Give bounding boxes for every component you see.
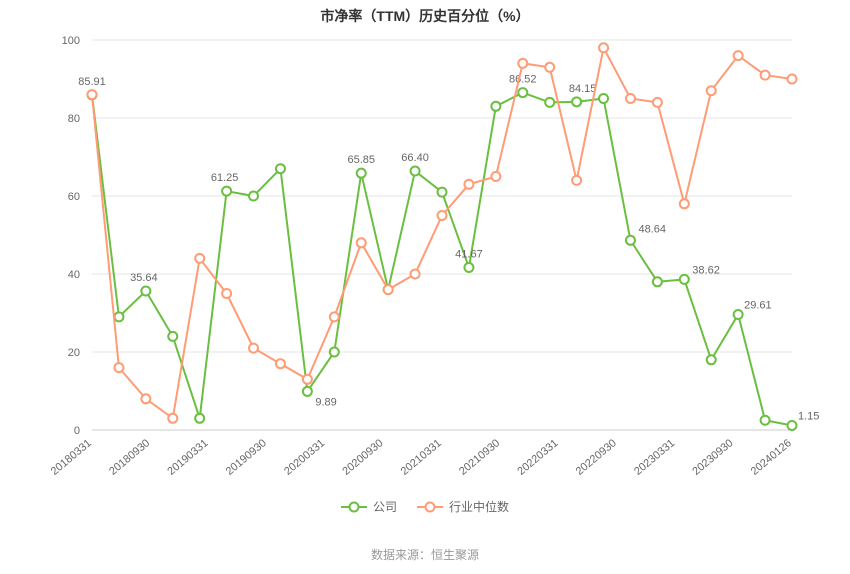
series-marker — [249, 344, 258, 353]
series-marker — [788, 75, 797, 84]
y-tick-label: 60 — [68, 191, 80, 203]
series-marker — [114, 312, 123, 321]
legend-label: 行业中位数 — [449, 498, 509, 515]
y-tick-label: 20 — [68, 347, 80, 359]
series-line — [92, 48, 792, 419]
series-marker — [734, 51, 743, 60]
series-marker — [357, 169, 366, 178]
legend-swatch — [341, 500, 367, 514]
series-marker — [276, 359, 285, 368]
x-tick-label: 20190331 — [165, 437, 210, 478]
series-marker — [303, 387, 312, 396]
value-label: 41.67 — [455, 248, 483, 260]
series-marker — [438, 211, 447, 220]
value-label: 65.85 — [347, 154, 375, 166]
x-tick-label: 20240126 — [749, 437, 794, 478]
data-source: 数据来源：恒生聚源 — [0, 546, 850, 563]
series-marker — [680, 275, 689, 284]
series-marker — [545, 98, 554, 107]
series-marker — [330, 348, 339, 357]
series-marker — [734, 310, 743, 319]
value-label: 86.52 — [509, 74, 537, 86]
series-marker — [411, 167, 420, 176]
value-label: 38.62 — [692, 264, 720, 276]
series-marker — [680, 199, 689, 208]
series-marker — [141, 287, 150, 296]
source-name: 恒生聚源 — [431, 548, 479, 562]
x-tick-label: 20190930 — [224, 437, 269, 478]
x-tick-label: 20220331 — [515, 437, 560, 478]
series-marker — [222, 289, 231, 298]
series-marker — [653, 98, 662, 107]
series-marker — [195, 414, 204, 423]
series-marker — [114, 363, 123, 372]
y-tick-label: 80 — [68, 113, 80, 125]
series-marker — [141, 394, 150, 403]
value-label: 9.89 — [315, 396, 336, 408]
value-label: 35.64 — [130, 272, 158, 284]
chart-container: 市净率（TTM）历史百分位（%） 02040608010020180331201… — [0, 0, 850, 574]
series-marker — [653, 277, 662, 286]
series-marker — [545, 63, 554, 72]
series-marker — [464, 180, 473, 189]
series-marker — [788, 421, 797, 430]
series-marker — [626, 236, 635, 245]
series-marker — [707, 355, 716, 364]
x-tick-label: 20210930 — [457, 437, 502, 478]
x-tick-label: 20220930 — [574, 437, 619, 478]
series-marker — [761, 71, 770, 80]
series-marker — [168, 332, 177, 341]
x-tick-label: 20180331 — [49, 437, 94, 478]
series-marker — [599, 43, 608, 52]
x-tick-label: 20180930 — [107, 437, 152, 478]
series-marker — [464, 263, 473, 272]
y-tick-label: 100 — [62, 35, 80, 47]
y-tick-label: 40 — [68, 269, 80, 281]
series-marker — [707, 86, 716, 95]
series-marker — [330, 312, 339, 321]
series-marker — [518, 88, 527, 97]
value-label: 66.40 — [401, 152, 429, 164]
series-marker — [491, 102, 500, 111]
series-marker — [626, 94, 635, 103]
series-marker — [518, 59, 527, 68]
value-label: 29.61 — [744, 300, 772, 312]
series-marker — [195, 254, 204, 263]
x-tick-label: 20230331 — [632, 437, 677, 478]
series-marker — [222, 187, 231, 196]
value-label: 61.25 — [211, 172, 239, 184]
value-label: 1.15 — [798, 411, 819, 423]
legend-swatch — [417, 500, 443, 514]
x-tick-label: 20210331 — [399, 437, 444, 478]
source-prefix: 数据来源： — [371, 548, 431, 562]
chart-plot: 0 20 40 60 80 100 20180331 20180930 20190331 2019… — [0, 0, 850, 574]
x-tick-label: 20200331 — [282, 437, 327, 478]
series-marker — [276, 164, 285, 173]
legend-item[interactable]: 公司 — [341, 498, 397, 515]
legend: 公司 行业中位数 — [0, 498, 850, 517]
series-marker — [357, 238, 366, 247]
series-marker — [303, 375, 312, 384]
y-tick-label: 0 — [74, 425, 80, 437]
series-marker — [491, 172, 500, 181]
series-marker — [88, 90, 97, 99]
legend-label: 公司 — [373, 498, 397, 515]
series-marker — [572, 176, 581, 185]
series-marker — [761, 416, 770, 425]
value-label: 85.91 — [78, 76, 106, 88]
x-tick-label: 20200930 — [340, 437, 385, 478]
series-marker — [411, 270, 420, 279]
series-marker — [384, 285, 393, 294]
series-marker — [168, 414, 177, 423]
series-marker — [599, 94, 608, 103]
value-label: 48.64 — [638, 223, 666, 235]
x-tick-label: 20230930 — [690, 437, 735, 478]
value-label: 84.15 — [569, 83, 597, 95]
series-marker — [438, 188, 447, 197]
legend-item[interactable]: 行业中位数 — [417, 498, 509, 515]
series-marker — [249, 192, 258, 201]
series-marker — [572, 97, 581, 106]
